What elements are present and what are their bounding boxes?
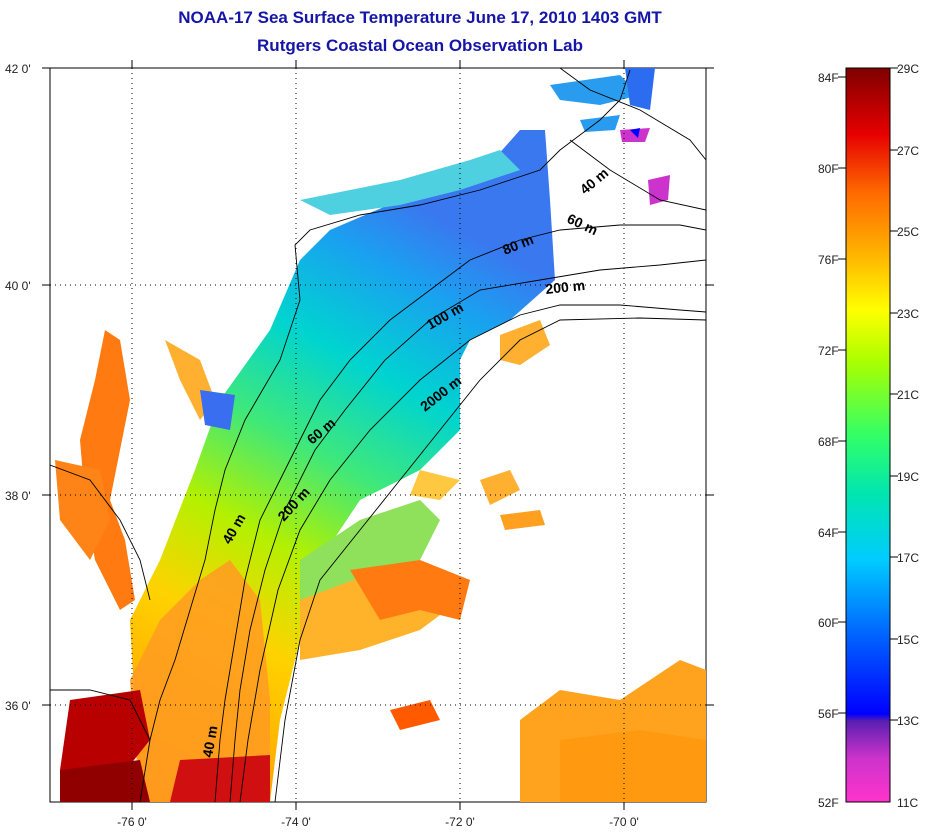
colorbar-c-label: 17C xyxy=(897,551,919,565)
colorbar-c-label: 13C xyxy=(897,714,919,728)
isobath-label: 200 m xyxy=(545,277,586,297)
colorbar-c-label: 25C xyxy=(897,225,919,239)
colorbar-f-labels: 84F 80F 76F 72F 68F 64F 60F 56F 52F xyxy=(818,71,839,810)
lat-tick-label: 38 0' xyxy=(5,489,31,503)
colorbar-c-labels: 29C 27C 25C 23C 21C 19C 17C 15C 13C 11C xyxy=(897,62,919,810)
colorbar-f-label: 64F xyxy=(818,526,839,540)
colorbar-c-label: 23C xyxy=(897,307,919,321)
colorbar xyxy=(845,67,891,803)
map-title: NOAA-17 Sea Surface Temperature June 17,… xyxy=(178,8,662,27)
lat-tick-label: 42 0' xyxy=(5,62,31,76)
colorbar-c-label: 29C xyxy=(897,62,919,76)
colorbar-c-label: 21C xyxy=(897,388,919,402)
lon-tick-label: -70 0' xyxy=(609,815,639,829)
lon-tick-label: -74 0' xyxy=(281,815,311,829)
colorbar-f-label: 60F xyxy=(818,616,839,630)
map-subtitle: Rutgers Coastal Ocean Observation Lab xyxy=(257,36,583,55)
colorbar-f-label: 52F xyxy=(818,796,839,810)
colorbar-f-label: 76F xyxy=(818,253,839,267)
colorbar-c-label: 19C xyxy=(897,470,919,484)
lat-tick-label: 36 0' xyxy=(5,699,31,713)
colorbar-f-label: 56F xyxy=(818,707,839,721)
colorbar-c-label: 11C xyxy=(897,796,918,810)
lon-tick-label: -76 0' xyxy=(117,815,147,829)
colorbar-f-label: 84F xyxy=(818,71,839,85)
colorbar-ticks xyxy=(838,67,898,721)
lon-tick-label: -72 0' xyxy=(445,815,475,829)
lat-tick-label: 40 0' xyxy=(5,279,31,293)
colorbar-f-label: 72F xyxy=(818,344,839,358)
isobath-label: 40 m xyxy=(199,724,220,758)
colorbar-f-label: 80F xyxy=(818,162,839,176)
isobaths xyxy=(50,68,706,802)
colorbar-c-label: 27C xyxy=(897,144,919,158)
colorbar-c-label: 15C xyxy=(897,633,919,647)
colorbar-f-label: 68F xyxy=(818,435,839,449)
axis-ticks xyxy=(42,60,714,810)
